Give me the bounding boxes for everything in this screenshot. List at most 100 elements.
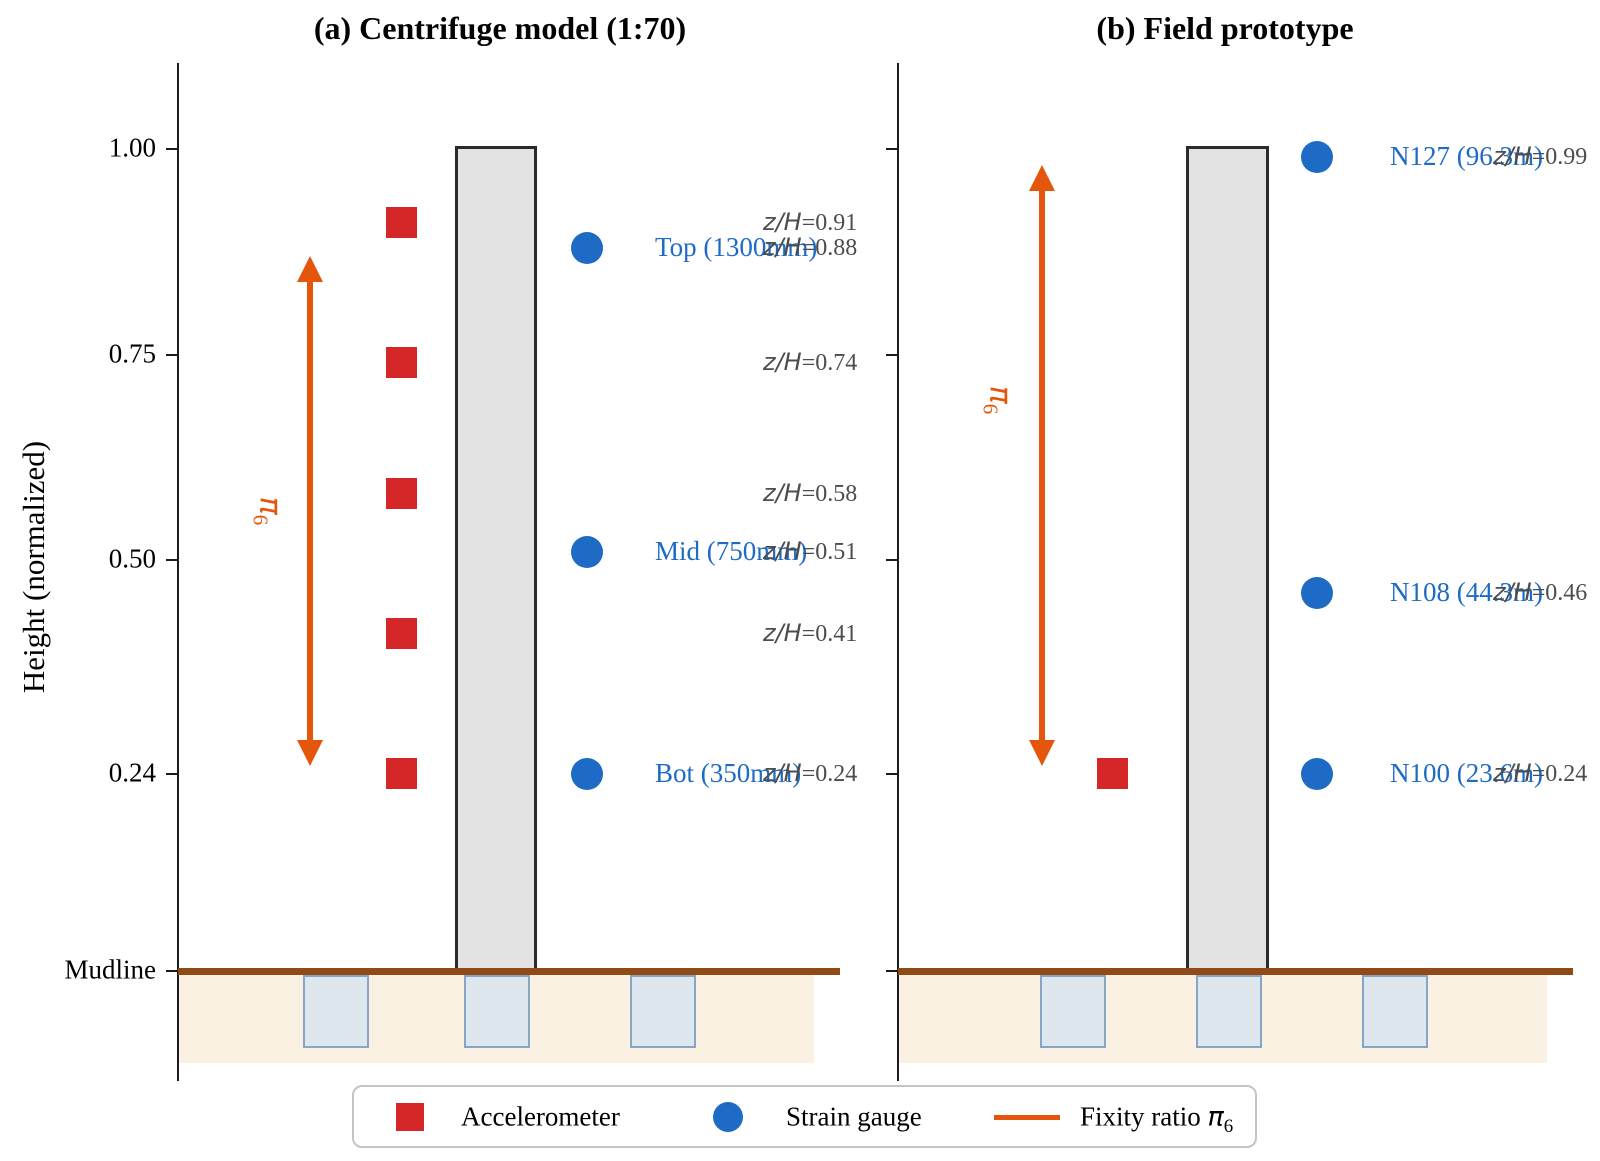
panel-a-pile [303, 975, 369, 1048]
strain-gauge-marker [1301, 757, 1333, 790]
y-tick [166, 353, 178, 356]
panel-a-pile [630, 975, 696, 1048]
panel-b-title: (b) Field prototype [1096, 10, 1354, 46]
fixity-arrow-shaft [307, 277, 313, 744]
zh-annotation-symbol: z/H [763, 232, 802, 261]
zh-annotation-value: =0.46 [1531, 579, 1588, 606]
fixity-arrow-head-down [297, 739, 323, 766]
fixity-arrow-head-up [297, 255, 323, 282]
accelerometer-marker [386, 346, 417, 378]
zh-annotation-symbol: z/H [1493, 142, 1532, 171]
zh-annotation: z/H=0.46 [1493, 578, 1587, 607]
zh-annotation-symbol: z/H [1493, 577, 1532, 606]
legend-strain-gauge-label: Strain gauge [786, 1101, 922, 1131]
y-tick [886, 970, 898, 972]
y-tick-label: 1.00 [108, 132, 156, 163]
zh-annotation-value: =0.99 [1531, 144, 1588, 171]
y-tick [886, 353, 898, 356]
zh-annotation: z/H=0.24 [1493, 759, 1587, 788]
panel-b-pile [1362, 975, 1428, 1048]
legend-fixity-label: Fixity ratio π6 [1080, 1101, 1233, 1135]
legend-fixity-line-marker [994, 1115, 1060, 1120]
y-tick [886, 148, 898, 150]
strain-gauge-label: Mid (750mm) [655, 535, 808, 566]
pi-subscript: 6 [1223, 1115, 1234, 1137]
panel-b-tower [1186, 146, 1269, 972]
y-tick-label: 0.24 [108, 756, 156, 787]
zh-annotation-value: =0.91 [801, 209, 858, 236]
panel-a-pile [464, 975, 530, 1048]
y-tick-label: Mudline [64, 954, 157, 985]
zh-annotation-value: =0.24 [1531, 760, 1588, 787]
zh-annotation: z/H=0.88 [763, 233, 857, 262]
accelerometer-marker [386, 617, 417, 649]
strain-gauge-marker [1301, 141, 1333, 174]
panel-b-mudline [898, 968, 1573, 975]
strain-gauge-label: Bot (350mm) [655, 757, 802, 788]
panel-b-pile [1040, 975, 1106, 1048]
accelerometer-marker [386, 757, 417, 789]
zh-annotation-value: =0.24 [801, 760, 858, 787]
zh-annotation-symbol: z/H [1493, 758, 1532, 787]
y-tick [166, 970, 178, 972]
zh-annotation: z/H=0.99 [1493, 142, 1587, 171]
strain-gauge-marker [571, 757, 603, 790]
zh-annotation-value: =0.58 [801, 481, 858, 508]
zh-annotation-value: =0.41 [801, 620, 858, 647]
panel-a-y-axis-spine [177, 63, 179, 1081]
fixity-arrow-shaft [1039, 187, 1045, 744]
panel-b-pile [1196, 975, 1262, 1048]
zh-annotation-symbol: z/H [763, 479, 802, 508]
pi-symbol: π [982, 385, 1018, 404]
y-tick-label: 0.50 [108, 543, 156, 574]
strain-gauge-marker [1301, 576, 1333, 609]
accelerometer-marker [386, 478, 417, 510]
panel-a-mudline [178, 968, 840, 975]
y-tick [166, 148, 178, 150]
zh-annotation: z/H=0.91 [763, 208, 857, 237]
y-tick-label: 0.75 [108, 337, 156, 368]
pi6-fixity-label: π6 [249, 496, 288, 526]
zh-annotation: z/H=0.41 [763, 619, 857, 648]
legend-fixity-prefix: Fixity ratio [1080, 1101, 1201, 1131]
zh-annotation-symbol: z/H [763, 758, 802, 787]
zh-annotation: z/H=0.51 [763, 537, 857, 566]
zh-annotation-symbol: z/H [763, 618, 802, 647]
accelerometer-marker [386, 206, 417, 238]
zh-annotation-symbol: z/H [763, 536, 802, 565]
panel-b-y-axis-spine [897, 63, 899, 1081]
y-tick [166, 772, 178, 775]
zh-annotation-value: =0.74 [801, 349, 858, 376]
y-tick [886, 772, 898, 775]
legend: Accelerometer Strain gauge Fixity ratio … [352, 1085, 1257, 1148]
zh-annotation: z/H=0.58 [763, 479, 857, 508]
zh-annotation-symbol: z/H [763, 347, 802, 376]
strain-gauge-label: N108 (44.3m) [1390, 576, 1543, 607]
zh-annotation-value: =0.88 [801, 234, 858, 261]
zh-annotation: z/H=0.74 [763, 348, 857, 377]
fixity-arrow-head-up [1029, 165, 1055, 192]
strain-gauge-label: Top (1300mm) [655, 231, 818, 262]
legend-accelerometer-label: Accelerometer [461, 1101, 620, 1131]
accelerometer-marker [1097, 757, 1128, 789]
y-tick [166, 559, 178, 561]
zh-annotation-symbol: z/H [763, 207, 802, 236]
panel-a-title: (a) Centrifuge model (1:70) [313, 10, 687, 46]
strain-gauge-label: N127 (96.3m) [1390, 141, 1543, 172]
pi-subscript: 6 [978, 403, 1003, 415]
y-tick [886, 559, 898, 561]
pi-symbol: π [1207, 1101, 1224, 1132]
zh-annotation-value: =0.51 [801, 538, 858, 565]
legend-strain-gauge-marker [713, 1102, 743, 1132]
pi-subscript: 6 [248, 514, 273, 526]
legend-accelerometer-marker [396, 1103, 424, 1131]
pi-symbol: π [252, 496, 288, 515]
strain-gauge-marker [571, 231, 603, 264]
strain-gauge-label: N100 (23.6m) [1390, 757, 1543, 788]
panel-a-tower [455, 146, 537, 972]
zh-annotation: z/H=0.24 [763, 759, 857, 788]
strain-gauge-marker [571, 535, 603, 568]
pi6-fixity-label: π6 [979, 385, 1018, 415]
